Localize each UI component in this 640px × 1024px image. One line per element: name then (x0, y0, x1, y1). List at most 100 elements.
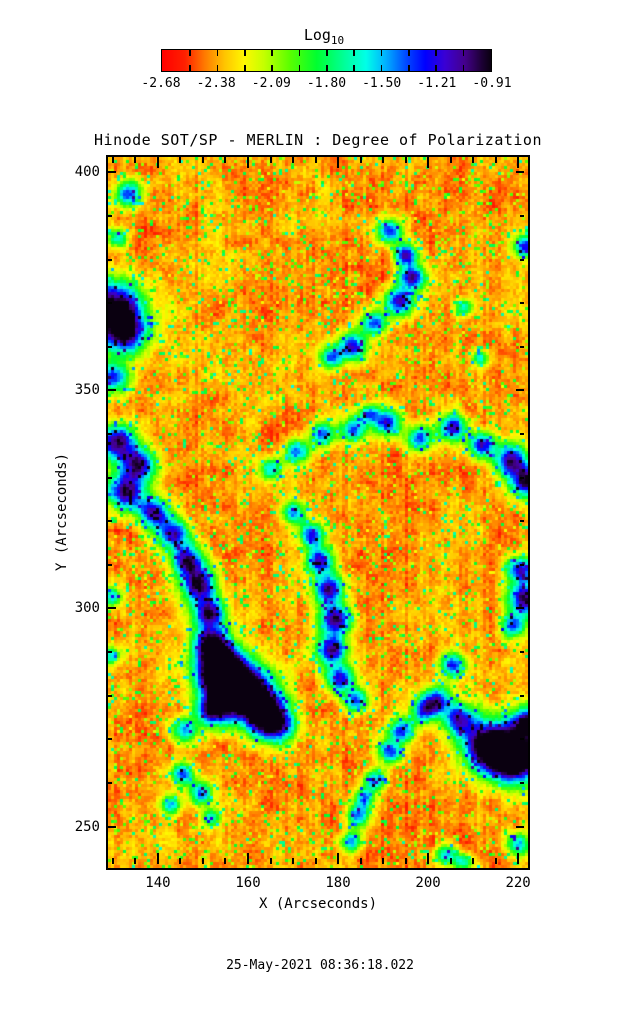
axis-tick (201, 157, 204, 163)
x-tick-label: 140 (145, 875, 171, 891)
colorbar-tick (353, 65, 355, 71)
colorbar-tick (216, 65, 219, 71)
colorbar-tick-label: -2.09 (251, 76, 291, 91)
axis-tick (269, 157, 272, 163)
colorbar-tick-label: -0.91 (472, 76, 512, 91)
axis-tick (108, 171, 116, 174)
axis-tick (404, 157, 407, 163)
axis-tick (314, 157, 317, 163)
y-tick-label: 300 (74, 600, 100, 617)
colorbar-tick (244, 50, 246, 56)
colorbar-tick-label: -1.21 (417, 76, 457, 91)
axis-tick (516, 171, 524, 174)
axis-tick (179, 858, 182, 864)
y-tick-label: 350 (74, 382, 100, 399)
axis-tick (156, 157, 159, 168)
axis-tick (108, 651, 112, 654)
colorbar-tick (298, 50, 301, 56)
colorbar-tick (216, 50, 219, 56)
x-axis-label: X (Arcseconds) (258, 896, 378, 912)
plot-title: Hinode SOT/SP - MERLIN : Degree of Polar… (94, 131, 542, 149)
axis-tick (427, 853, 430, 864)
axis-tick (516, 389, 524, 392)
colorbar-tick (435, 65, 437, 71)
axis-tick (337, 853, 340, 864)
axis-tick (520, 345, 524, 348)
y-tick-label: 400 (74, 164, 100, 181)
colorbar-tick-label: -2.38 (196, 76, 236, 91)
axis-tick (108, 214, 112, 217)
axis-tick (520, 302, 524, 305)
colorbar-tick (408, 50, 410, 56)
colorbar-tick (189, 50, 191, 56)
axis-tick (449, 157, 452, 163)
axis-tick (108, 607, 116, 610)
axis-tick (108, 302, 112, 305)
axis-tick (520, 258, 524, 261)
colorbar-tick (435, 50, 437, 56)
axis-tick (517, 853, 520, 864)
colorbar-tick (326, 65, 328, 71)
plot-frame (106, 155, 530, 870)
axis-tick (108, 694, 112, 697)
axis-tick (472, 157, 475, 163)
axis-tick (247, 157, 249, 168)
axis-tick (108, 345, 112, 348)
colorbar-tick (271, 65, 273, 71)
axis-tick (108, 258, 112, 261)
axis-tick (108, 389, 116, 392)
colorbar-tick-label: -1.50 (362, 76, 402, 91)
axis-tick (108, 825, 116, 828)
axis-tick (108, 781, 112, 784)
axis-tick (269, 858, 272, 864)
colorbar-title-sub: 10 (330, 34, 345, 47)
axis-tick (520, 432, 524, 435)
axis-tick (337, 157, 340, 168)
axis-tick (516, 825, 524, 828)
colorbar-tick (380, 50, 383, 56)
colorbar-title-main: Log (303, 26, 331, 44)
axis-tick (472, 858, 475, 864)
axis-tick (111, 858, 114, 864)
axis-tick (494, 858, 497, 864)
colorbar-tick (189, 65, 191, 71)
colorbar-tick (462, 65, 465, 71)
axis-tick (494, 157, 497, 163)
axis-tick (156, 853, 159, 864)
axis-tick (520, 651, 524, 654)
x-tick-label: 200 (415, 875, 441, 891)
colorbar-tick (326, 50, 328, 56)
y-tick-label: 250 (74, 818, 100, 835)
colorbar-tick (353, 50, 355, 56)
colorbar-tick (244, 65, 246, 71)
axis-tick (224, 858, 227, 864)
axis-tick (520, 476, 524, 479)
axis-tick (108, 738, 112, 741)
axis-tick (520, 781, 524, 784)
colorbar-tick (271, 50, 273, 56)
axis-tick (520, 520, 524, 523)
axis-tick (520, 738, 524, 741)
heatmap-canvas (108, 157, 528, 868)
axis-tick (314, 858, 317, 864)
colorbar-title: Log10 (304, 26, 344, 47)
axis-tick (108, 563, 112, 566)
axis-tick (520, 563, 524, 566)
axis-tick (201, 858, 204, 864)
axis-tick (179, 157, 182, 163)
axis-tick (247, 853, 249, 864)
timestamp: 25-May-2021 08:36:18.022 (226, 958, 414, 973)
axis-tick (427, 157, 430, 168)
colorbar-tick (298, 65, 301, 71)
axis-tick (359, 157, 362, 163)
axis-tick (516, 607, 524, 610)
colorbar-tick (408, 65, 410, 71)
axis-tick (292, 157, 295, 163)
axis-tick (382, 157, 385, 163)
axis-tick (520, 214, 524, 217)
axis-tick (520, 694, 524, 697)
axis-tick (382, 858, 385, 864)
axis-tick (108, 432, 112, 435)
axis-tick (134, 157, 137, 163)
